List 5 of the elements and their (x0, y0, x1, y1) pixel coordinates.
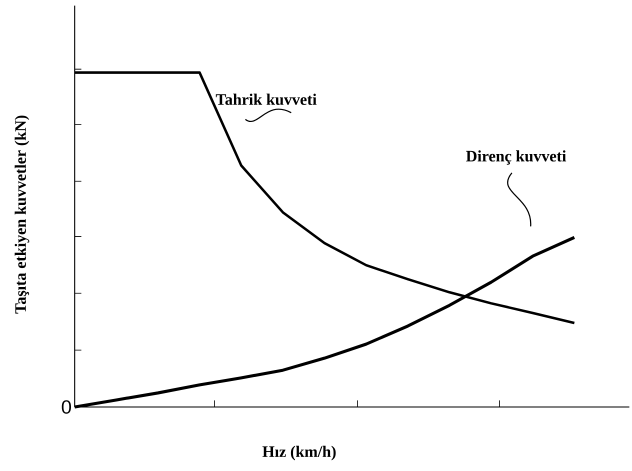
x-axis-title: Hız (km/h) (262, 446, 336, 460)
annotation: Direnç kuvveti (466, 150, 566, 165)
annotation: Tahrik kuvveti (216, 94, 317, 105)
y-axis-title: Taşıta etkiyen kuvvetler (kN) (14, 116, 30, 314)
text: 0 (62, 400, 71, 414)
